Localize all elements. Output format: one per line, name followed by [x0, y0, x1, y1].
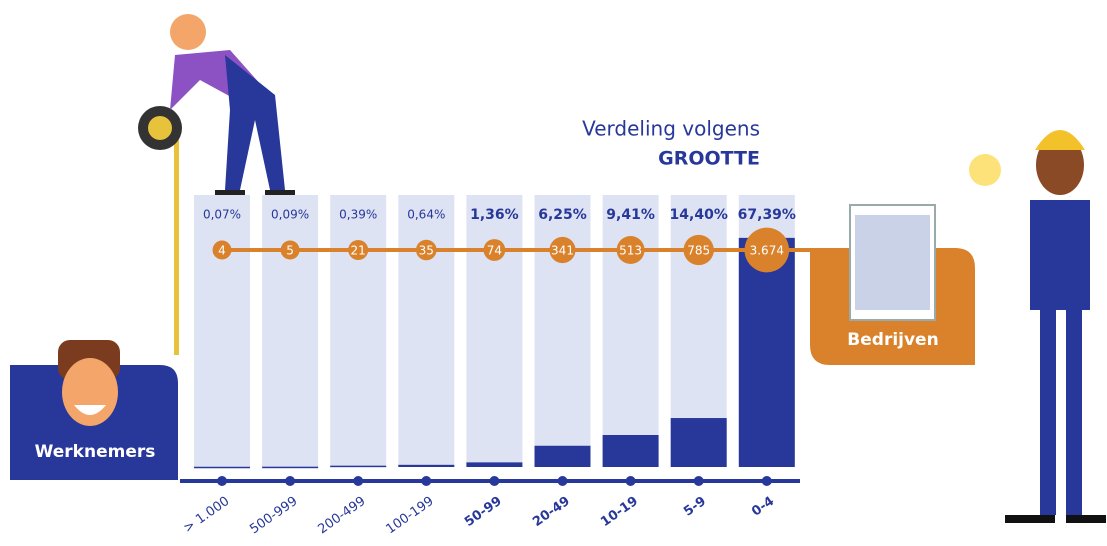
count-value-label: 74	[487, 244, 502, 258]
x-tick-label: 500-999	[247, 494, 300, 537]
bar-background	[262, 195, 319, 467]
measuring-figure	[138, 14, 295, 355]
count-value-label: 513	[619, 244, 642, 258]
builder-figure	[969, 130, 1106, 523]
count-marker	[212, 240, 232, 260]
count-value-label: 5	[286, 244, 294, 258]
bar-background	[466, 195, 523, 467]
axis-dot	[285, 476, 296, 486]
x-tick-label: 200-499	[315, 494, 368, 537]
value-label: 9,41%	[606, 207, 655, 223]
axis-dot	[557, 476, 568, 486]
bar-background	[398, 195, 455, 467]
count-marker	[348, 239, 369, 261]
count-value-label: 35	[419, 244, 434, 258]
bar-background	[534, 195, 591, 467]
bar	[534, 445, 591, 467]
x-tick-label: 100-199	[383, 494, 436, 537]
x-tick-label: 20-49	[530, 494, 573, 530]
chart-subtitle: GROOTTE	[658, 148, 760, 170]
bar	[398, 464, 455, 467]
x-label: Werknemers	[35, 442, 156, 462]
value-label: 0,39%	[339, 208, 377, 222]
bar	[670, 418, 727, 467]
count-marker	[616, 236, 645, 264]
x-tick-label: 10-19	[598, 494, 641, 530]
bar	[262, 466, 319, 469]
count-value-label: 21	[351, 244, 366, 258]
x-tick-label: > 1.000	[181, 494, 232, 536]
building	[849, 204, 936, 321]
x-tick-label: 50-99	[462, 494, 505, 530]
bar	[194, 466, 250, 469]
worker-face	[58, 340, 120, 426]
count-value-label: 3.674	[750, 244, 784, 258]
value-label: 1,36%	[470, 207, 519, 223]
count-marker	[483, 239, 506, 261]
count-label: Bedrijven	[847, 330, 938, 350]
value-label: 0,07%	[203, 208, 241, 222]
value-label: 14,40%	[670, 207, 728, 223]
count-marker	[683, 234, 714, 266]
value-label: 67,39%	[738, 207, 796, 223]
count-marker	[549, 236, 576, 264]
bar	[466, 462, 523, 467]
bar	[330, 465, 387, 468]
axis-dot	[761, 476, 772, 486]
axis-dot	[217, 476, 227, 486]
x-tick-label: 5-9	[681, 494, 709, 520]
bar	[738, 237, 795, 467]
count-value-label: 341	[551, 244, 574, 258]
value-label: 6,25%	[538, 207, 587, 223]
bar-background	[330, 195, 387, 467]
axis-dot	[489, 476, 500, 486]
bar	[602, 435, 659, 467]
count-value-label: 4	[218, 244, 226, 258]
axis-dot	[421, 476, 432, 486]
value-label: 0,64%	[407, 208, 445, 222]
count-value-label: 785	[687, 244, 710, 258]
bar-background	[194, 195, 250, 467]
bar-background	[602, 195, 659, 467]
x-tick-label: 0-4	[749, 494, 777, 520]
axis-dot	[693, 476, 704, 486]
count-marker	[280, 240, 300, 260]
value-label: 0,09%	[271, 208, 309, 222]
count-marker	[415, 239, 437, 261]
count-marker	[744, 227, 790, 273]
axis-dot	[353, 476, 364, 486]
chart-title: Verdeling volgens	[582, 117, 760, 141]
axis-dot	[625, 476, 636, 486]
